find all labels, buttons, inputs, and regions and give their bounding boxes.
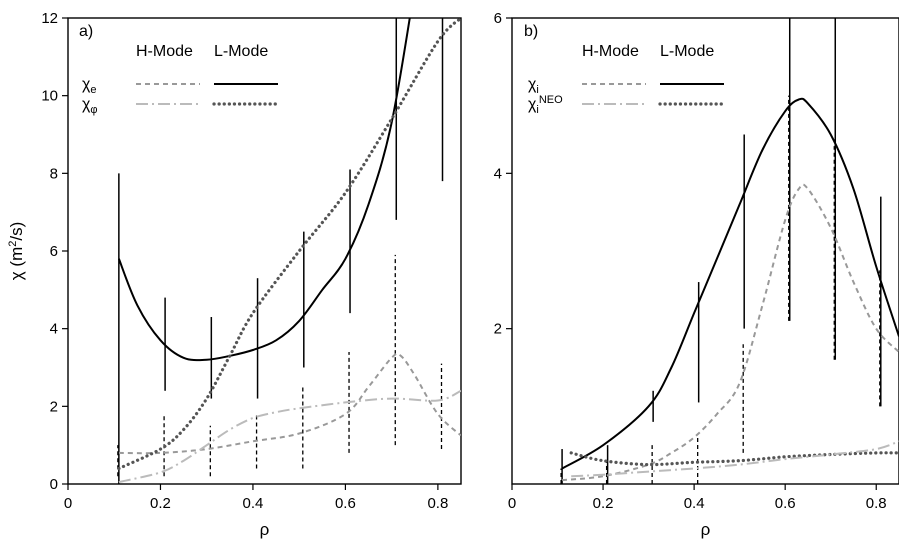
legend-symbol: χi — [528, 76, 539, 96]
y-tick-label: 0 — [50, 476, 58, 493]
series-line-chi-i-H — [562, 183, 899, 482]
panel-a: 0 0.2 0.4 0.6 0.8 0 2 4 6 8 10 12 ρ χ (m2/s) a) H-Mode L… — [7, 10, 462, 539]
y-tick-label: 4 — [50, 321, 58, 338]
legend-header: L-Mode — [214, 43, 268, 60]
x-tick-label: 0 — [64, 495, 72, 512]
series-line-chi-i-L — [561, 97, 899, 470]
series-line-chi-e-L — [117, 18, 411, 362]
x-tick-label: 0.4 — [243, 495, 264, 512]
legend-header: L-Mode — [660, 43, 714, 60]
plot-area — [560, 18, 899, 484]
series-line-chi-neo-L — [569, 451, 899, 467]
legend-symbol: χe — [82, 76, 97, 96]
y-tick-label: 2 — [50, 398, 58, 415]
x-tick-label: 0 — [508, 495, 516, 512]
x-tick-label: 0.6 — [335, 495, 356, 512]
y-tick-label: 6 — [494, 10, 502, 27]
y-axis-label: χ (m2/s) — [7, 222, 26, 280]
plot-area — [117, 18, 461, 484]
panel-label: b) — [524, 23, 538, 40]
x-axis-label: ρ — [701, 520, 711, 539]
series-line-chi-e-H — [118, 352, 461, 455]
y-tick-label: 12 — [41, 10, 58, 27]
series-line-chi-phi-H — [118, 389, 461, 484]
x-tick-label: 0.6 — [775, 495, 796, 512]
y-tick-label: 2 — [494, 321, 502, 338]
series-line-chi-phi-L — [117, 18, 461, 471]
plot-frame — [511, 17, 899, 485]
legend-symbol: χφ — [82, 96, 98, 116]
x-tick-label: 0.4 — [684, 495, 705, 512]
x-tick-label: 0.2 — [150, 495, 171, 512]
y-tick-label: 10 — [41, 88, 58, 105]
x-tick-label: 0.2 — [593, 495, 614, 512]
x-axis-label: ρ — [260, 520, 270, 539]
y-tick-label: 4 — [494, 165, 502, 182]
x-tick-label: 0.8 — [866, 495, 887, 512]
legend-header: H-Mode — [582, 43, 639, 60]
series-line-chi-neo-H — [571, 440, 899, 478]
legend-symbol: χiNEO — [528, 94, 563, 116]
panel-label: a) — [79, 23, 93, 40]
y-tick-label: 6 — [50, 243, 58, 260]
y-tick-label: 8 — [50, 165, 58, 182]
x-tick-label: 0.8 — [427, 495, 448, 512]
legend-header: H-Mode — [136, 43, 193, 60]
